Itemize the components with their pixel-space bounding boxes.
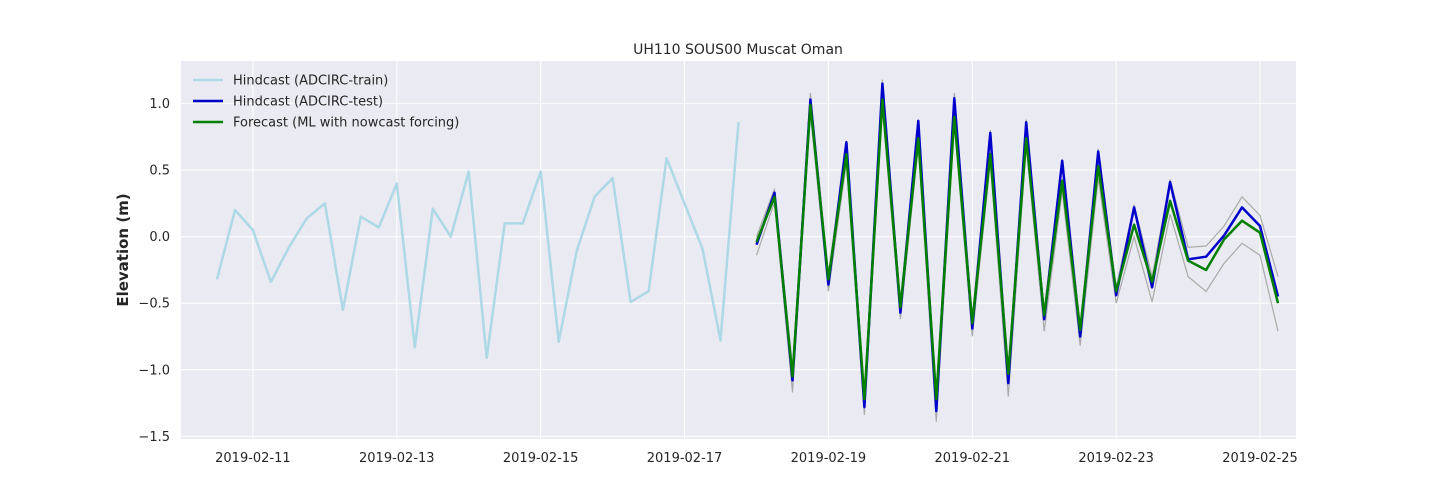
legend-label: Hindcast (ADCIRC-train) (233, 74, 388, 89)
series-lines (215, 82, 1280, 413)
x-tick-label: 2019-02-21 (935, 451, 1011, 466)
y-tick-labels: 1.0 0.5 0.0 −0.5 −1.0 −1.5 (138, 97, 170, 445)
y-tick-label: −1.5 (138, 430, 170, 445)
y-axis-label: Elevation (m) (114, 193, 132, 306)
x-tick-label: 2019-02-17 (647, 451, 723, 466)
x-tick-label: 2019-02-15 (503, 451, 579, 466)
x-tick-label: 2019-02-11 (215, 451, 291, 466)
x-tick-label: 2019-02-25 (1222, 451, 1298, 466)
y-tick-label: 1.0 (149, 97, 170, 112)
legend-label: Forecast (ML with nowcast forcing) (233, 116, 459, 131)
chart-title: UH110 SOUS00 Muscat Oman (633, 42, 843, 58)
series-line-1 (215, 122, 740, 360)
x-tick-label: 2019-02-19 (791, 451, 867, 466)
x-tick-label: 2019-02-23 (1078, 451, 1154, 466)
x-tick-label: 2019-02-13 (359, 451, 435, 466)
legend-label: Hindcast (ADCIRC-test) (233, 95, 383, 110)
series-line-3 (755, 98, 1280, 401)
y-tick-label: 0.5 (149, 164, 170, 179)
y-tick-label: −0.5 (138, 297, 170, 312)
y-tick-label: 0.0 (149, 230, 170, 245)
legend: Hindcast (ADCIRC-train) Hindcast (ADCIRC-… (193, 74, 459, 131)
y-tick-label: −1.0 (138, 363, 170, 378)
x-tick-labels: 2019-02-11 2019-02-13 2019-02-15 2019-02-17… (215, 451, 1298, 466)
